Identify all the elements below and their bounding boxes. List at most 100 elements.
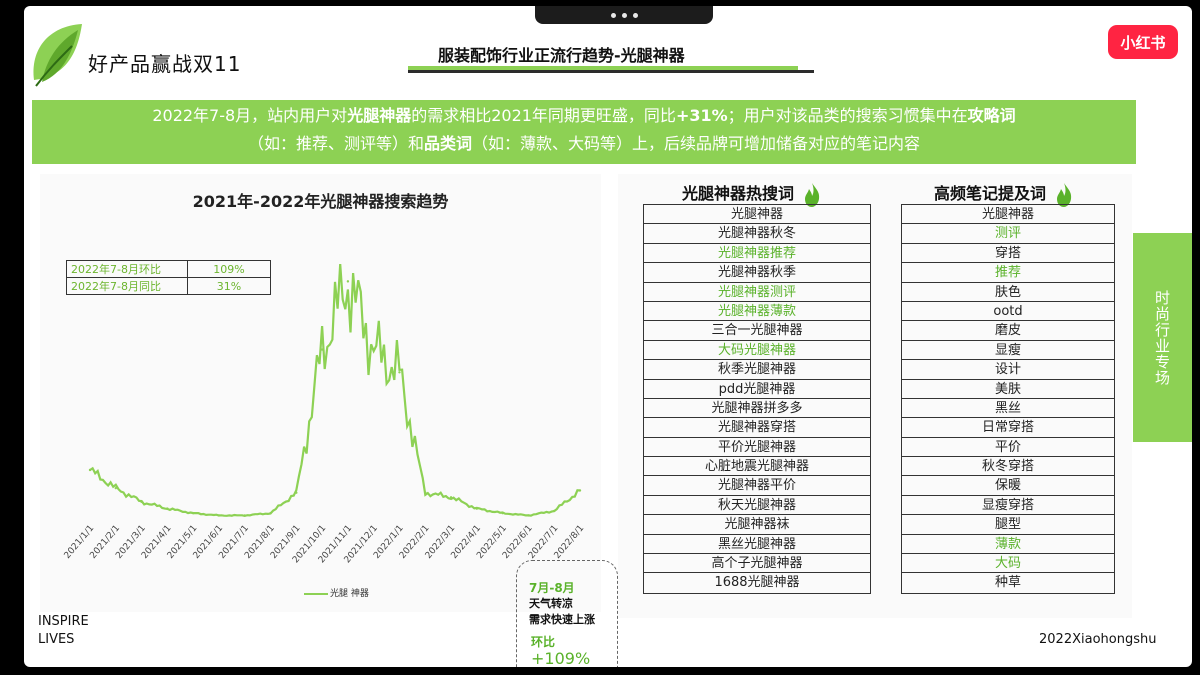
window-notch[interactable] [535, 6, 713, 24]
keyword-item: 黑丝 [902, 399, 1114, 419]
data-point [88, 468, 92, 472]
keyword-item: 光腿神器袜 [644, 515, 870, 535]
data-point [346, 280, 350, 283]
keyword-item: 美肤 [902, 380, 1114, 399]
keyword-item: 薄款 [902, 535, 1114, 555]
keyword-item: 三合一光腿神器 [644, 321, 870, 341]
callout-box: 7月-8月 天气转凉 需求快速上涨 环比 +109% [516, 560, 618, 667]
callout-desc: 天气转凉 需求快速上涨 [529, 596, 595, 628]
stat-label: 2022年7-8月同比 [66, 277, 188, 295]
data-point [527, 514, 530, 517]
note-words-list: 光腿神器 测评 穿搭 推荐 肤色 ootd 磨皮 显瘦 设计 美肤 黑丝 日常穿搭 平价 秋冬穿搭 保暖 显瘦… [901, 204, 1115, 594]
keyword-item: 秋季光腿神器 [644, 360, 870, 380]
data-point [320, 348, 324, 351]
brand-title: 好产品赢战双11 [88, 52, 242, 76]
footer-copyright: 2022Xiaohongshu [1039, 632, 1157, 647]
flame-icon [1056, 182, 1071, 207]
note-words-title-text: 高频笔记提及词 [934, 184, 1047, 203]
stat-value: 31% [187, 277, 271, 295]
keyword-item: 大码光腿神器 [644, 341, 870, 361]
stat-value: 109% [187, 260, 271, 278]
keyword-item: 光腿神器薄款 [644, 302, 870, 322]
side-tab[interactable]: 时尚行业专场 [1133, 233, 1192, 442]
keyword-item: 日常穿搭 [902, 418, 1114, 438]
data-point [114, 486, 117, 490]
data-point [269, 511, 272, 515]
xiaohongshu-badge: 小红书 [1108, 25, 1178, 59]
keyword-item: 光腿神器平价 [644, 476, 870, 496]
slide: 好产品赢战双11 服装配饰行业正流行趋势-光腿神器 小红书 2022年7-8月，… [24, 6, 1192, 667]
keyword-item: 光腿神器 [902, 205, 1114, 225]
keyword-item: ootd [902, 302, 1114, 322]
flame-icon [804, 182, 819, 207]
keyword-item: 显瘦穿搭 [902, 496, 1114, 516]
summary-text: 2022年7-8月，站内用户对 [152, 106, 348, 125]
footer-slogan: INSPIRE LIVES [38, 613, 89, 649]
summary-bold: 攻略词 [967, 106, 1016, 125]
footer-line: INSPIRE [38, 614, 89, 629]
data-point [398, 371, 401, 374]
keyword-item: 测评 [902, 224, 1114, 244]
callout-metric-label: 环比 [531, 635, 556, 649]
data-point [295, 491, 298, 494]
keyword-item: 心脏地震光腿神器 [644, 457, 870, 477]
stat-row: 2022年7-8月同比 31% [66, 277, 271, 295]
summary-banner: 2022年7-8月，站内用户对光腿神器的需求相比2021年同期更旺盛，同比+31… [32, 100, 1136, 164]
data-point [424, 491, 427, 494]
keyword-item: 设计 [902, 360, 1114, 380]
page-title: 服装配饰行业正流行趋势-光腿神器 [438, 46, 685, 65]
data-point [372, 348, 375, 351]
keyword-item: 光腿神器穿搭 [644, 418, 870, 438]
data-point [501, 511, 504, 515]
data-point [140, 500, 143, 504]
keyword-panel: 光腿神器热搜词 光腿神器 光腿神器秋冬 光腿神器推荐 光腿神器秋季 光腿神器测评 光腿神器… [618, 174, 1132, 618]
chart-legend: 光腿 神器 [304, 586, 369, 599]
data-point [475, 507, 479, 510]
keyword-item: 光腿神器 [644, 205, 870, 225]
keyword-item: 黑丝光腿神器 [644, 535, 870, 555]
trend-chart-panel: 2021年-2022年光腿神器搜索趋势 2022年7-8月环比 109% 202… [40, 174, 618, 667]
data-point [217, 514, 221, 517]
leaf-logo-icon [33, 24, 82, 87]
callout-line: 需求快速上涨 [529, 613, 595, 626]
keyword-item: 光腿神器秋季 [644, 263, 870, 283]
keyword-item: 显瘦 [902, 341, 1114, 361]
summary-text: ；用户对该品类的搜索习惯集中在 [727, 106, 968, 125]
keyword-item: 肤色 [902, 283, 1114, 302]
title-underline [408, 70, 814, 73]
summary-bold: 光腿神器 [347, 106, 412, 125]
keyword-item: 腿型 [902, 515, 1114, 535]
footer-line: LIVES [38, 632, 75, 647]
keyword-item: 推荐 [902, 263, 1114, 283]
data-point [578, 489, 582, 492]
keyword-item: 平价 [902, 438, 1114, 458]
summary-bold: +31% [675, 106, 728, 125]
stat-label: 2022年7-8月环比 [66, 260, 188, 278]
series-line [89, 264, 581, 518]
keyword-item: 秋天光腿神器 [644, 496, 870, 516]
keyword-item: 光腿神器推荐 [644, 244, 870, 264]
keyword-item: 穿搭 [902, 244, 1114, 264]
callout-period: 7月-8月 [529, 581, 575, 595]
data-point [191, 511, 195, 515]
summary-text: （如：薄款、大码等）上，后续品牌可增加储备对应的笔记内容 [472, 134, 921, 153]
title-underline-accent [408, 66, 798, 70]
keyword-item: 保暖 [902, 476, 1114, 496]
keyword-item: 平价光腿神器 [644, 438, 870, 458]
note-words-title: 高频笔记提及词 [934, 180, 1074, 208]
callout-metric-value: +109% [531, 649, 591, 667]
keyword-item: 秋冬穿搭 [902, 457, 1114, 477]
summary-text: （如：推荐、测评等）和 [247, 134, 424, 153]
data-point [166, 507, 169, 510]
summary-bold: 品类词 [423, 134, 472, 153]
keyword-item: 种草 [994, 575, 1021, 591]
stat-table: 2022年7-8月环比 109% 2022年7-8月同比 31% [66, 260, 271, 295]
summary-text: 的需求相比2021年同期更旺盛，同比 [411, 106, 676, 125]
hot-search-list: 光腿神器 光腿神器秋冬 光腿神器推荐 光腿神器秋季 光腿神器测评 光腿神器薄款 三合一光腿神… [643, 204, 871, 594]
keyword-item: 光腿神器拼多多 [644, 399, 870, 419]
trend-chart: 2021/1/12021/2/12021/3/12021/4/12021/5/1… [63, 264, 586, 565]
keyword-item: 光腿神器测评 [644, 283, 870, 302]
data-point [243, 514, 246, 517]
legend-swatch [304, 592, 328, 595]
stat-row: 2022年7-8月环比 109% [66, 260, 271, 278]
